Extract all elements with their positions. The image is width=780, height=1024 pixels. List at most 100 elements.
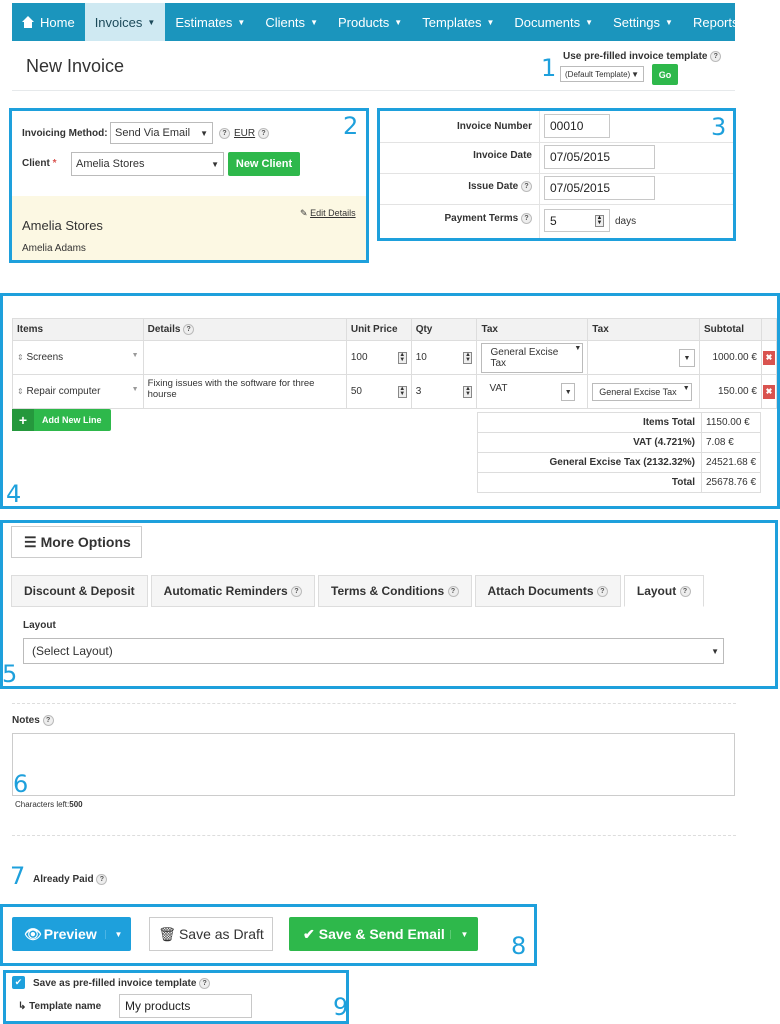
client-select[interactable]: Amelia Stores ▼ (71, 152, 224, 176)
nav-templates[interactable]: Templates ▼ (422, 14, 495, 30)
invoice-date-input[interactable]: 07/05/2015 (544, 145, 655, 169)
price-cell[interactable]: 100 ▲ ▼ (345, 340, 412, 375)
tab-discount[interactable]: Discount & Deposit (11, 575, 148, 607)
help-icon[interactable]: ? (521, 213, 532, 224)
delete-row[interactable]: ✖ (760, 374, 778, 409)
nav-home[interactable]: Home (12, 3, 85, 41)
chevron-down-icon: ▼ (585, 17, 594, 27)
total-label: Items Total (477, 412, 702, 433)
delete-row[interactable]: ✖ (760, 340, 778, 375)
tab-terms[interactable]: Terms & Conditions ? (318, 575, 472, 607)
chevron-down-icon[interactable]: ▼ (105, 929, 131, 939)
total-label: Total (477, 472, 702, 493)
price-cell[interactable]: 50 ▲ ▼ (345, 374, 412, 409)
template-select[interactable]: (Default Template) ▼ (560, 66, 644, 82)
payment-terms-label: Payment Terms ? (380, 213, 532, 224)
notes-textarea[interactable] (12, 733, 735, 796)
stepper-icon[interactable]: ▲ ▼ (463, 351, 473, 364)
check-icon: ✔ (303, 925, 315, 942)
nav-clients[interactable]: Clients ▼ (265, 14, 318, 30)
stepper-icon[interactable]: ▲ ▼ (463, 385, 473, 398)
more-options-button[interactable]: ☰ More Options (11, 526, 142, 558)
help-icon[interactable]: ? (710, 51, 722, 62)
nav-estimates[interactable]: Estimates ▼ (175, 14, 246, 30)
save-template-checkbox[interactable]: ✔ (12, 976, 25, 989)
nav-documents[interactable]: Documents ▼ (514, 14, 594, 30)
tax1-select[interactable]: ▼ VAT (476, 374, 589, 409)
go-button[interactable]: Go (652, 64, 678, 85)
details-cell[interactable] (142, 340, 347, 375)
help-icon[interactable]: ? (596, 585, 608, 597)
chevron-down-icon[interactable]: ▼ (450, 929, 478, 939)
help-icon[interactable]: ? (258, 127, 269, 139)
help-icon[interactable]: ? (96, 874, 108, 885)
divider (12, 835, 736, 836)
invoice-date-label: Invoice Date (473, 150, 532, 161)
stepper-icon[interactable]: ▲ ▼ (397, 351, 407, 364)
tax1-select[interactable]: General Excise Tax ▼ (476, 340, 589, 375)
delete-icon[interactable]: ✖ (762, 384, 775, 399)
total-label: VAT (4.721%) (477, 432, 702, 453)
col-tax-2: Tax (587, 318, 701, 341)
edit-details-link[interactable]: ✎ Edit Details (300, 208, 356, 218)
col-items: Items (12, 318, 144, 341)
chevron-down-icon: ▼ (131, 352, 139, 359)
menu-icon: ☰ (24, 533, 37, 550)
help-icon[interactable]: ? (42, 715, 54, 726)
drag-handle-icon[interactable]: ⇕ (17, 353, 24, 362)
callout-4: 4 (6, 480, 22, 508)
nav-reports[interactable]: Reports ▼ (692, 14, 752, 30)
invoicing-method-select[interactable]: Send Via Email ▼ (110, 122, 213, 144)
chevron-down-icon: ▼ (237, 17, 246, 27)
payment-terms-input[interactable]: 5 ▲ ▼ (544, 209, 610, 232)
tab-layout[interactable]: Layout ? (623, 575, 704, 607)
pencil-icon: ✎ (300, 208, 308, 218)
tax2-select[interactable]: General Excise Tax ▼ (587, 374, 701, 409)
preview-button[interactable]: 👁 Preview ▼ (12, 917, 131, 951)
chevron-down-icon: ▼ (394, 17, 403, 27)
chevron-down-icon: ▼ (561, 382, 576, 401)
new-client-button[interactable]: New Client (228, 152, 300, 176)
help-icon[interactable]: ? (199, 978, 211, 989)
callout-3: 3 (711, 113, 727, 141)
callout-9: 9 (333, 993, 349, 1021)
nav-invoices[interactable]: Invoices ▼ (84, 3, 166, 41)
save-send-button[interactable]: ✔ Save & Send Email ▼ (289, 917, 478, 951)
tab-attach[interactable]: Attach Documents ? (474, 575, 621, 607)
help-icon[interactable]: ? (291, 585, 303, 597)
tax2-select[interactable]: ▼ (587, 340, 701, 375)
invoice-number-input[interactable]: 00010 (544, 114, 610, 138)
already-paid-label: Already Paid ? (33, 874, 108, 885)
layout-select[interactable]: (Select Layout) ▼ (23, 638, 724, 664)
callout-5: 5 (2, 660, 18, 688)
client-label: Client * (22, 158, 57, 169)
currency-link[interactable]: EUR (234, 128, 256, 139)
stepper-icon[interactable]: ▲ ▼ (397, 385, 407, 398)
item-cell[interactable]: ⇕ Screens ▼ (12, 340, 144, 375)
stepper-icon[interactable]: ▲ ▼ (595, 214, 604, 227)
chevron-down-icon: ▼ (486, 17, 495, 27)
drag-handle-icon[interactable]: ⇕ (17, 387, 24, 396)
nav-settings[interactable]: Settings ▼ (613, 14, 673, 30)
issue-date-input[interactable]: 07/05/2015 (544, 176, 655, 200)
item-cell[interactable]: ⇕ Repair computer ▼ (12, 374, 144, 409)
help-icon[interactable]: ? (447, 585, 459, 597)
qty-cell[interactable]: 10 ▲ ▼ (410, 340, 478, 375)
col-qty: Qty (410, 318, 478, 341)
options-tabs: Discount & Deposit Automatic Reminders ?… (11, 575, 704, 607)
help-icon[interactable]: ? (521, 181, 532, 192)
nav-products[interactable]: Products ▼ (337, 14, 403, 30)
details-cell[interactable]: Fixing issues with the software for thre… (142, 374, 347, 409)
add-line-button[interactable]: + Add New Line (12, 409, 111, 431)
delete-icon[interactable]: ✖ (762, 350, 775, 365)
client-details-box (12, 196, 366, 260)
total-value: 25678.76 € (701, 472, 761, 493)
help-icon[interactable]: ? (679, 585, 691, 597)
tab-reminders[interactable]: Automatic Reminders ? (150, 575, 316, 607)
chevron-down-icon: ▼ (682, 384, 690, 392)
save-draft-button[interactable]: 🗑 Save as Draft (149, 917, 273, 951)
template-name-input[interactable]: My products (119, 994, 252, 1018)
help-icon[interactable]: ? (219, 127, 230, 139)
help-icon[interactable]: ? (183, 323, 195, 335)
qty-cell[interactable]: 3 ▲ ▼ (410, 374, 478, 409)
